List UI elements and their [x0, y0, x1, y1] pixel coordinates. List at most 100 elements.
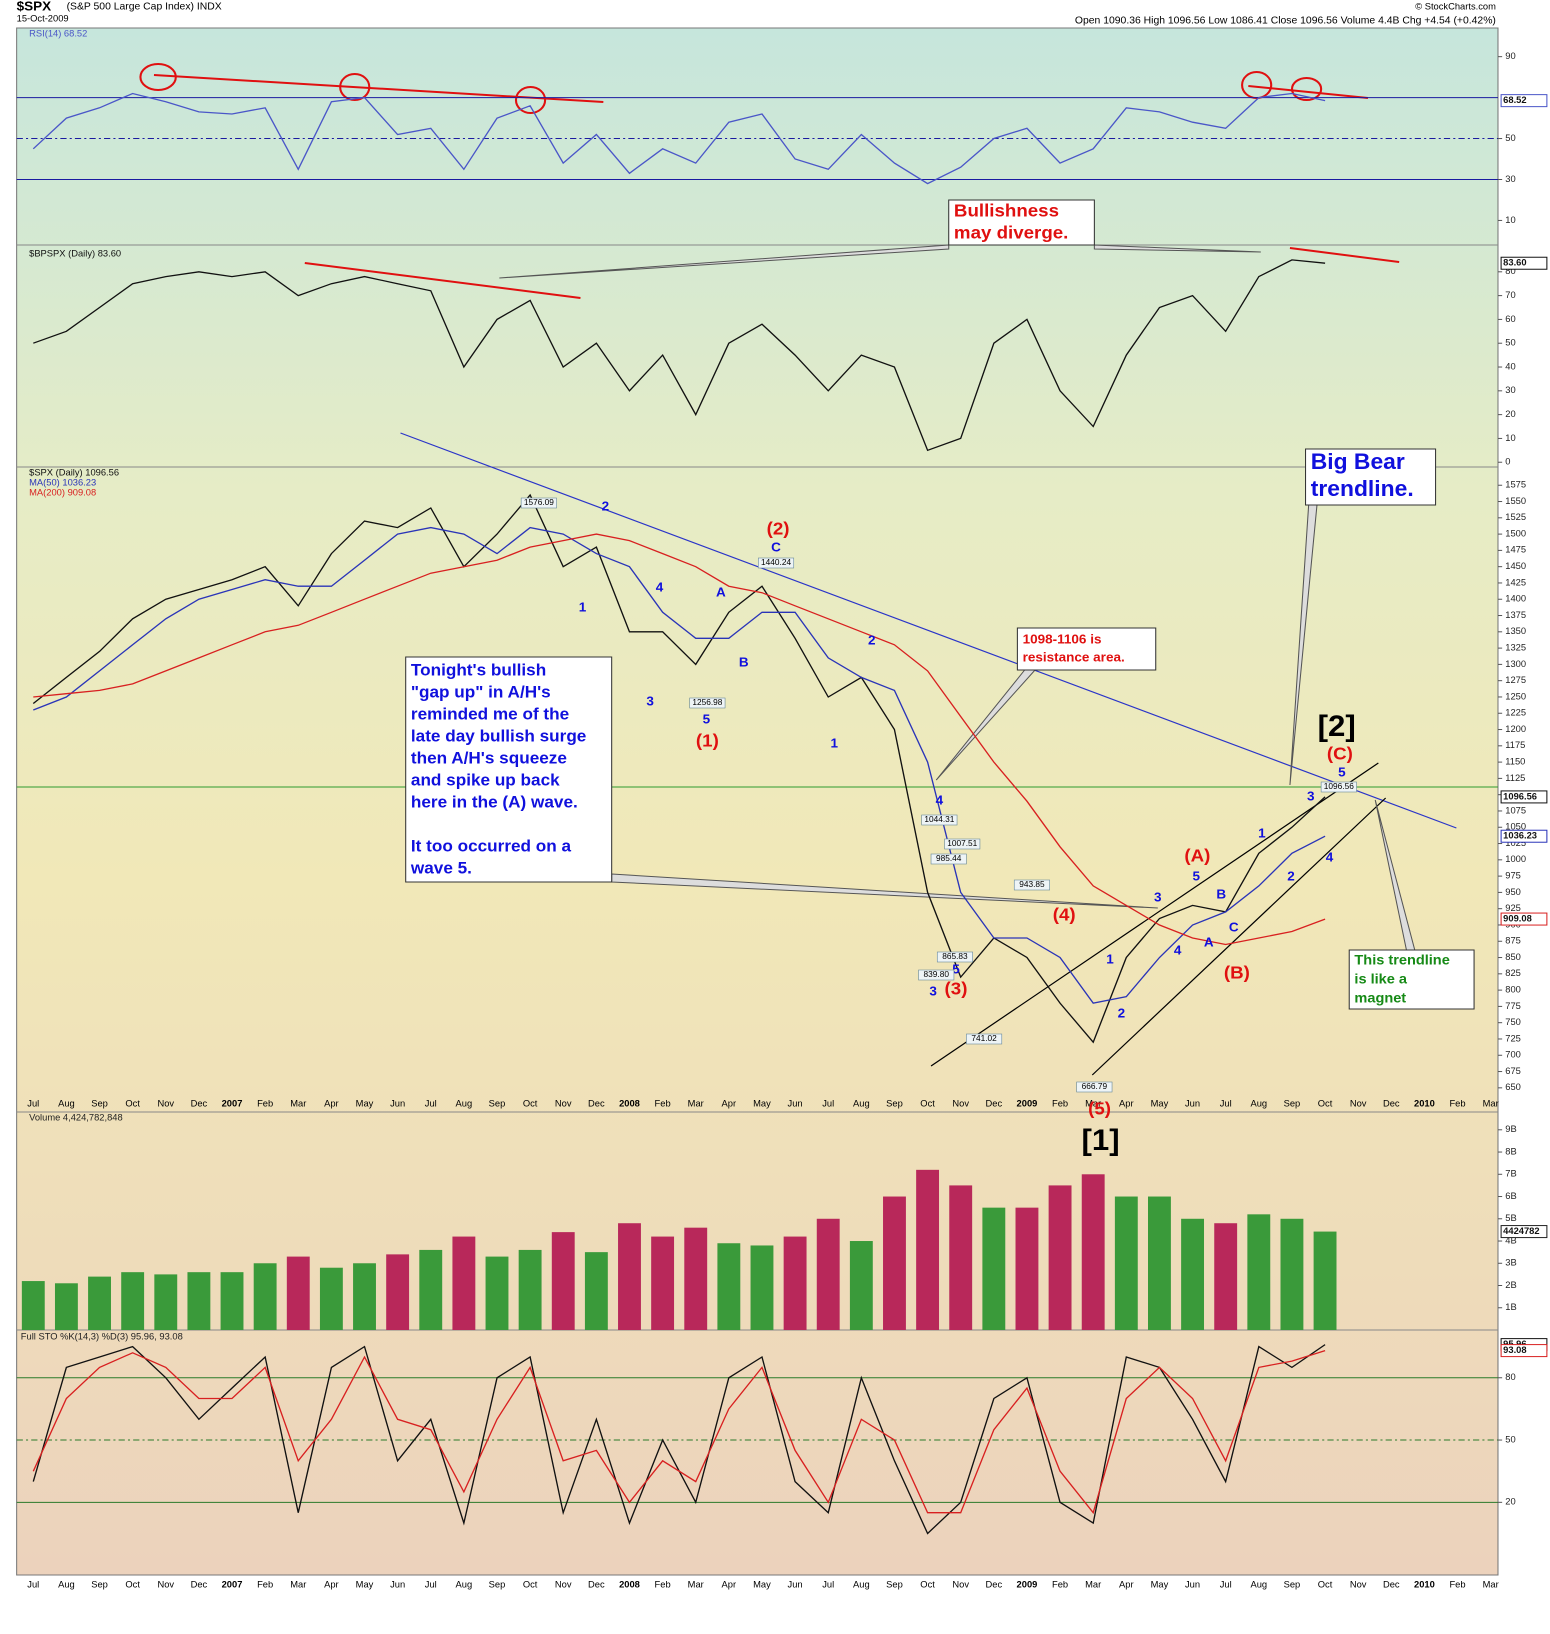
wave-label: 1: [1258, 826, 1266, 841]
volume-bar: [551, 1232, 575, 1330]
volume-bar: [816, 1218, 840, 1330]
volume-bar: [220, 1272, 244, 1330]
x-tick-label: Feb: [655, 1580, 671, 1590]
volume-bar: [684, 1227, 708, 1330]
value-tag-box: [1500, 790, 1548, 804]
channel-line: [930, 762, 1379, 1067]
highlight-circle: [1290, 77, 1323, 101]
x-tick-label: Aug: [1250, 1099, 1267, 1109]
y-tick-label: 850: [1505, 952, 1521, 962]
wave-label: 1440.24: [761, 558, 792, 567]
x-tick-label: 2009: [1017, 1580, 1038, 1590]
wave-label: (1): [696, 730, 719, 751]
x-tick-label: Jul: [425, 1099, 437, 1109]
highlight-circle: [139, 63, 177, 91]
y-tick-label: 725: [1505, 1034, 1521, 1044]
price-tag-box: [1013, 879, 1050, 891]
x-tick-label: Oct: [920, 1099, 935, 1109]
x-tick-label: Sep: [91, 1099, 108, 1109]
value-tag: 83.60: [1503, 258, 1526, 268]
x-tick-label: Dec: [588, 1099, 605, 1109]
x-tick-label: Apr: [324, 1580, 339, 1590]
volume-bar: [783, 1236, 807, 1330]
x-tick-label: Nov: [157, 1580, 174, 1590]
price-tag-box: [930, 853, 967, 865]
x-tick-label: Jun: [1185, 1099, 1200, 1109]
price-tag-box: [520, 497, 557, 509]
wave-label: C: [771, 540, 781, 555]
x-tick-label: 2007: [222, 1099, 243, 1109]
y-tick-label: 1250: [1505, 691, 1526, 701]
y-tick-label: 1000: [1505, 854, 1526, 864]
y-tick-label: 1075: [1505, 805, 1526, 815]
volume-bar: [88, 1276, 111, 1330]
bear-trendline: [400, 432, 1457, 829]
wave-label: 865.83: [942, 952, 968, 961]
drawings: [139, 63, 1457, 1076]
volume-bar: [949, 1185, 973, 1330]
wave-label: A: [716, 585, 726, 600]
x-tick-label: Nov: [1350, 1099, 1367, 1109]
value-tag-box: [1500, 1344, 1548, 1358]
volume-bar: [883, 1196, 906, 1330]
volume-bar: [618, 1223, 641, 1330]
x-tick-label: May: [753, 1580, 771, 1590]
price-tag-box: [918, 969, 955, 981]
volume-bar: [916, 1169, 940, 1330]
x-tick-label: May: [356, 1099, 374, 1109]
wave-label: 5: [1338, 765, 1346, 780]
x-tick-label: 2010: [1414, 1099, 1435, 1109]
callout-box: [948, 199, 1095, 246]
wave-label: 1: [1106, 952, 1114, 967]
callout-text: may diverge.: [954, 222, 1068, 243]
volume-bar: [21, 1281, 45, 1330]
x-tick-label: Aug: [853, 1099, 870, 1109]
wave-label: (B): [1224, 962, 1250, 983]
series-line: [33, 533, 1326, 946]
callout-text: It too occurred on a: [411, 837, 572, 856]
channel-line: [1091, 797, 1387, 1076]
x-tick-label: Apr: [1119, 1099, 1134, 1109]
wave-label: 2: [868, 633, 876, 648]
y-tick-label: 10: [1505, 215, 1515, 225]
x-tick-label: Apr: [722, 1099, 737, 1109]
x-tick-label: Sep: [489, 1099, 506, 1109]
x-tick-label: Mar: [1483, 1099, 1499, 1109]
y-tick-label: 1475: [1505, 545, 1526, 555]
x-tick-label: Feb: [257, 1099, 273, 1109]
callout-box: [1016, 627, 1157, 671]
y-tick-label: 675: [1505, 1066, 1521, 1076]
x-tick-label: Jun: [1185, 1580, 1200, 1590]
y-tick-label: 4B: [1505, 1236, 1516, 1246]
legend-entry: $BPSPX (Daily) 83.60: [29, 249, 121, 259]
wave-label: 1007.51: [947, 839, 978, 848]
y-tick-label: 1300: [1505, 659, 1526, 669]
value-tag: 95.96: [1503, 1339, 1526, 1349]
x-tick-label: Sep: [886, 1099, 903, 1109]
y-tick-label: 8B: [1505, 1147, 1516, 1157]
y-tick-label: 80: [1505, 1372, 1515, 1382]
volume-bar: [518, 1249, 542, 1330]
callout-text: is like a: [1354, 972, 1408, 988]
volume-bar: [419, 1249, 443, 1330]
series-line: [32, 1349, 1326, 1515]
wave-label: (3): [945, 978, 968, 999]
y-tick-label: 1175: [1505, 740, 1525, 750]
wave-label: 2: [1287, 869, 1295, 884]
x-tick-label: Nov: [1350, 1580, 1367, 1590]
y-tick-label: 1275: [1505, 675, 1526, 685]
callout-text: here in the (A) wave.: [411, 793, 578, 812]
y-tick-label: 1200: [1505, 724, 1526, 734]
x-tick-label: Jun: [390, 1099, 405, 1109]
y-tick-label: 750: [1505, 1017, 1521, 1027]
wave-label: (2): [767, 518, 790, 539]
y-tick-label: 650: [1505, 1082, 1521, 1092]
x-tick-label: Mar: [688, 1580, 704, 1590]
x-tick-label: Oct: [523, 1580, 538, 1590]
volume-bar: [1081, 1174, 1105, 1330]
y-tick-label: 925: [1505, 903, 1521, 913]
callout-text: trendline.: [1311, 476, 1414, 501]
x-tick-label: Dec: [986, 1580, 1003, 1590]
y-tick-label: 1050: [1505, 822, 1526, 832]
x-tick-label: Sep: [489, 1580, 506, 1590]
